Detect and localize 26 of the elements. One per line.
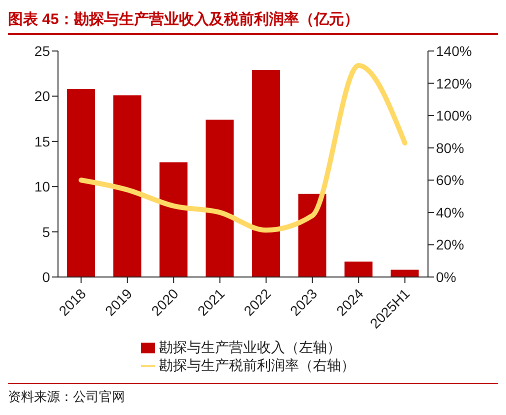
y-tick-label: 15 bbox=[34, 133, 50, 150]
y-tick-label: 10 bbox=[34, 178, 50, 195]
bar bbox=[206, 120, 234, 277]
y-tick-label: 20 bbox=[34, 88, 50, 104]
bar bbox=[390, 270, 419, 277]
y2-tick-label: 80% bbox=[436, 140, 464, 156]
legend-label: 勘探与生产税前利润率（右轴） bbox=[159, 357, 355, 373]
y2-tick-label: 60% bbox=[436, 172, 464, 188]
bar bbox=[344, 262, 372, 277]
y2-tick-label: 100% bbox=[436, 108, 472, 124]
bar bbox=[113, 95, 142, 277]
text: 资料来源：公司官网 bbox=[8, 388, 126, 406]
bar bbox=[160, 162, 188, 277]
y-tick-label: 0 bbox=[42, 268, 50, 285]
legend-label: 勘探与生产营业收入（左轴） bbox=[159, 339, 341, 355]
y2-tick-label: 20% bbox=[436, 236, 464, 253]
y2-tick-label: 140% bbox=[436, 42, 472, 59]
y-tick-label: 5 bbox=[42, 224, 50, 240]
y2-tick-label: 0% bbox=[436, 268, 456, 285]
y2-tick-label: 120% bbox=[436, 75, 472, 92]
bar bbox=[298, 194, 326, 277]
chart-title: 图表 45：勘探与生产营业收入及税前利润率（亿元） bbox=[8, 8, 498, 35]
bar bbox=[67, 88, 95, 277]
y2-tick-label: 40% bbox=[436, 204, 464, 220]
bar bbox=[252, 70, 280, 277]
y-tick-label: 25 bbox=[34, 42, 50, 59]
